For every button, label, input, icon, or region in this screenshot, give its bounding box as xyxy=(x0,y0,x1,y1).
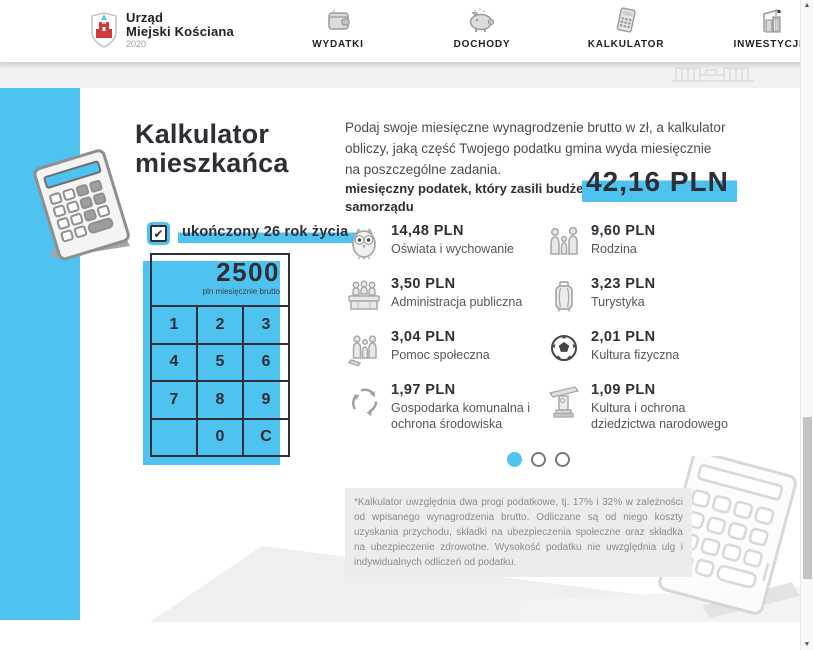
logo-year: 2020 xyxy=(126,39,147,50)
main-nav: WYDATKI DOCHODY xyxy=(290,6,813,50)
item-value: 3,04 PLN xyxy=(391,329,456,345)
item-value: 2,01 PLN xyxy=(591,329,656,345)
age-checkbox-row[interactable]: ✔ ukończony 26 rok życia xyxy=(150,224,365,243)
key-7[interactable]: 7 xyxy=(169,390,179,408)
city-crest-icon xyxy=(90,11,118,54)
page-title-line1: Kalkulator xyxy=(135,119,270,149)
header-shadow xyxy=(0,62,813,70)
page-title: Kalkulator mieszkańca xyxy=(135,119,289,179)
key-3[interactable]: 3 xyxy=(242,307,288,343)
keypad-row: 4 5 6 xyxy=(152,342,288,380)
key-2[interactable]: 2 xyxy=(196,307,242,343)
logo-line2: Miejski Kościana xyxy=(126,23,234,39)
key-8[interactable]: 8 xyxy=(196,382,242,418)
item-label: Rodzina xyxy=(591,242,637,256)
calculator-illustration-icon xyxy=(16,146,146,281)
scrollbar[interactable]: ▲ ▼ xyxy=(800,0,813,650)
intro-paragraph: Podaj swoje miesięczne wynagrodzenie bru… xyxy=(345,120,726,177)
nav-label: KALKULATOR xyxy=(587,39,665,50)
crane-icon xyxy=(722,6,813,36)
key-1[interactable]: 1 xyxy=(169,315,179,333)
header-gray-band xyxy=(0,62,813,88)
key-5[interactable]: 5 xyxy=(196,344,242,380)
officials-icon xyxy=(345,276,383,314)
list-item: 1,97 PLN Gospodarka komunalna i ochrona … xyxy=(345,382,545,433)
tax-result-value: 42,16 PLN xyxy=(582,166,737,202)
pagination-dot-2[interactable] xyxy=(531,452,546,467)
nav-label: WYDATKI xyxy=(312,39,364,50)
item-value: 1,09 PLN xyxy=(591,382,656,398)
wallet-icon xyxy=(290,6,386,36)
list-item: 3,04 PLN Pomoc społeczna xyxy=(345,329,545,367)
logo-line1: Urząd xyxy=(126,10,164,25)
list-item: 3,50 PLN Administracja publiczna xyxy=(345,276,545,314)
list-item: 1,09 PLN Kultura i ochrona dziedzictwa n… xyxy=(545,382,741,433)
nav-label: DOCHODY xyxy=(453,39,511,50)
factory-outline-icon xyxy=(668,58,758,89)
key-0[interactable]: 0 xyxy=(196,419,242,455)
monument-icon xyxy=(545,382,583,420)
pagination-dot-1[interactable] xyxy=(507,452,522,467)
scroll-up-icon[interactable]: ▲ xyxy=(803,2,811,9)
keypad-row: 1 2 3 xyxy=(152,305,288,343)
page-title-line2: mieszkańca xyxy=(135,148,289,179)
nav-item-dochody[interactable]: DOCHODY xyxy=(434,6,530,50)
item-value: 1,97 PLN xyxy=(391,382,456,398)
calculator-grid: 2500 pln miesięcznie brutto 1 2 3 4 5 6 … xyxy=(150,253,290,457)
list-item: 9,60 PLN Rodzina xyxy=(545,223,741,261)
nav-item-wydatki[interactable]: WYDATKI xyxy=(290,6,386,50)
salary-value: 2500 xyxy=(216,257,280,287)
item-value: 3,50 PLN xyxy=(391,276,456,292)
key-4[interactable]: 4 xyxy=(169,353,179,371)
nav-item-inwestycje[interactable]: INWESTYCJE xyxy=(722,6,813,50)
calculator-blue-panel xyxy=(143,261,280,465)
site-logo[interactable]: Urząd Miejski Kościana 2020 xyxy=(90,11,234,54)
keypad-row: 0 C xyxy=(152,417,288,456)
keypad-row: 7 8 9 xyxy=(152,380,288,418)
age-checkbox-label[interactable]: ukończony 26 rok życia xyxy=(178,224,365,243)
header: Urząd Miejski Kościana 2020 WYDATKI xyxy=(0,0,813,62)
soccer-ball-icon xyxy=(545,329,583,367)
item-label: Administracja publiczna xyxy=(391,295,523,309)
carousel-pagination xyxy=(507,452,570,467)
calculator-display: 2500 pln miesięcznie brutto xyxy=(152,255,288,305)
salary-calculator: 2500 pln miesięcznie brutto 1 2 3 4 5 6 … xyxy=(143,253,291,467)
tax-result-label: miesięczny podatek, który zasili budżet … xyxy=(345,181,588,214)
item-label: Gospodarka komunalna i ochrona środowisk… xyxy=(391,401,530,432)
calculator-icon xyxy=(578,6,674,36)
owl-icon xyxy=(345,223,383,261)
main-content: Kalkulator mieszkańca ✔ ukończony 26 rok… xyxy=(0,88,813,622)
list-item: 3,23 PLN Turystyka xyxy=(545,276,741,314)
tax-disclaimer: *Kalkulator uwzględnia dwa progi podatko… xyxy=(345,488,692,577)
pagination-dot-3[interactable] xyxy=(555,452,570,467)
nav-label: INWESTYCJE xyxy=(733,39,807,50)
item-value: 9,60 PLN xyxy=(591,223,656,239)
key-clear[interactable]: C xyxy=(242,419,288,455)
nav-item-kalkulator[interactable]: KALKULATOR xyxy=(578,6,674,50)
piggy-bank-icon xyxy=(434,6,530,36)
scrollbar-thumb[interactable] xyxy=(803,417,812,579)
key-6[interactable]: 6 xyxy=(242,344,288,380)
age-checkbox[interactable]: ✔ xyxy=(150,225,167,242)
salary-unit-label: pln miesięcznie brutto xyxy=(202,286,280,296)
item-value: 3,23 PLN xyxy=(591,276,656,292)
item-value: 14,48 PLN xyxy=(391,223,464,239)
people-icon xyxy=(345,329,383,367)
item-label: Kultura fizyczna xyxy=(591,348,680,362)
item-label: Kultura i ochrona dziedzictwa narodowego xyxy=(591,401,728,432)
list-item: 2,01 PLN Kultura fizyczna xyxy=(545,329,741,367)
item-label: Oświata i wychowanie xyxy=(391,242,514,256)
spending-list: 14,48 PLN Oświata i wychowanie xyxy=(345,223,745,433)
item-label: Turystyka xyxy=(591,295,645,309)
scroll-down-icon[interactable]: ▼ xyxy=(803,641,811,648)
item-label: Pomoc społeczna xyxy=(391,348,490,362)
recycle-icon xyxy=(345,382,383,420)
family-icon xyxy=(545,223,583,261)
list-item: 14,48 PLN Oświata i wychowanie xyxy=(345,223,545,261)
key-9[interactable]: 9 xyxy=(242,382,288,418)
suitcase-icon xyxy=(545,276,583,314)
key-blank xyxy=(152,420,196,456)
